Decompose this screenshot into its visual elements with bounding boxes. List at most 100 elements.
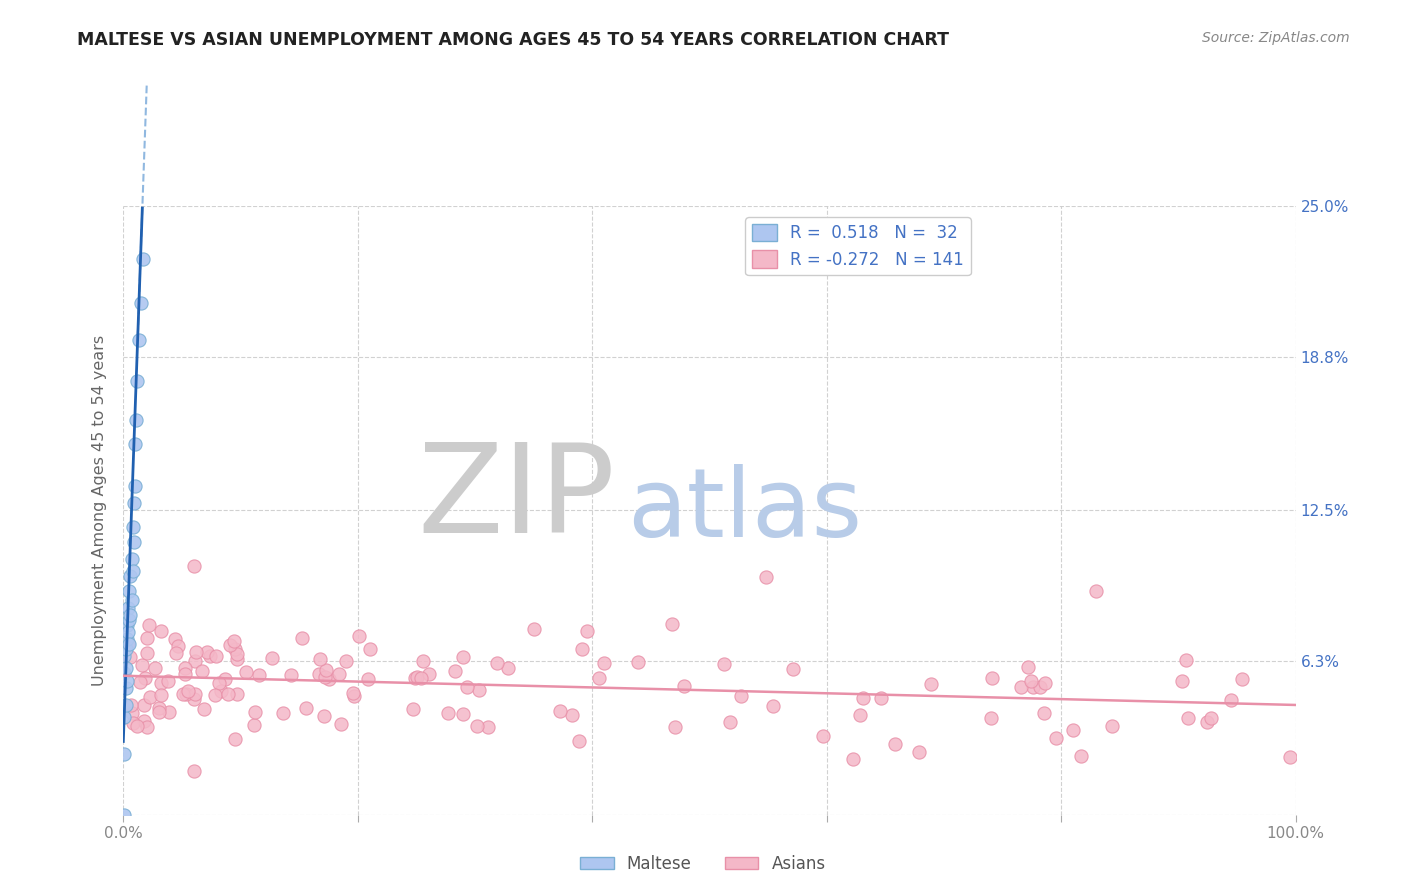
Point (1062, 723, 1084, 737)
Point (465, 719, 488, 733)
Point (117, 600, 139, 615)
Point (183, 654, 205, 668)
Point (1033, 706, 1056, 721)
Point (217, 687, 239, 701)
Point (174, 666, 197, 681)
Point (115, 673, 138, 688)
Point (842, 752, 865, 766)
Point (1278, 750, 1301, 764)
Point (120, 569, 142, 583)
Point (1017, 660, 1039, 674)
Point (1171, 673, 1194, 688)
Point (165, 632, 187, 646)
Point (1220, 693, 1243, 707)
Point (1070, 749, 1092, 764)
Point (713, 657, 735, 671)
Point (114, 747, 136, 761)
Point (561, 707, 583, 722)
Point (167, 639, 190, 653)
Legend: R =  0.518   N =  32, R = -0.272   N = 141: R = 0.518 N = 32, R = -0.272 N = 141 (745, 218, 970, 276)
Point (118, 583, 141, 598)
Point (125, 719, 148, 733)
Point (1035, 675, 1057, 690)
Point (173, 661, 195, 675)
Point (214, 673, 236, 687)
Point (114, 642, 136, 657)
Point (981, 671, 1004, 685)
Point (672, 679, 695, 693)
Point (172, 687, 194, 701)
Point (183, 764, 205, 779)
Point (1199, 711, 1222, 725)
Point (456, 681, 478, 695)
Point (907, 745, 929, 759)
Point (661, 616, 683, 631)
Text: Source: ZipAtlas.com: Source: ZipAtlas.com (1202, 31, 1350, 45)
Point (139, 690, 162, 705)
Point (129, 296, 152, 310)
Point (207, 675, 229, 690)
Point (262, 650, 284, 665)
Point (315, 663, 337, 677)
Point (219, 638, 242, 652)
Point (122, 534, 145, 549)
Point (1197, 714, 1219, 729)
Point (148, 706, 170, 720)
Point (115, 617, 138, 632)
Point (406, 670, 429, 684)
Point (122, 496, 145, 510)
Point (730, 689, 752, 703)
Text: MALTESE VS ASIAN UNEMPLOYMENT AMONG AGES 45 TO 54 YEARS CORRELATION CHART: MALTESE VS ASIAN UNEMPLOYMENT AMONG AGES… (77, 31, 949, 49)
Point (114, 698, 136, 712)
Point (523, 622, 546, 636)
Point (477, 720, 499, 734)
Point (224, 731, 246, 746)
Point (138, 618, 160, 632)
Point (156, 673, 179, 688)
Point (568, 734, 591, 748)
Text: atlas: atlas (627, 464, 862, 557)
Point (271, 706, 294, 720)
Point (198, 648, 221, 663)
Point (592, 656, 614, 670)
Point (755, 569, 778, 583)
Point (117, 624, 139, 639)
Point (314, 708, 336, 723)
Point (349, 630, 371, 644)
Point (114, 649, 136, 664)
Point (135, 632, 157, 646)
Point (115, 632, 138, 647)
Y-axis label: Unemployment Among Ages 45 to 54 years: Unemployment Among Ages 45 to 54 years (93, 334, 107, 686)
Point (120, 607, 142, 622)
Point (314, 670, 336, 684)
Point (204, 689, 226, 703)
Point (157, 706, 180, 720)
Point (114, 666, 136, 681)
Point (120, 698, 142, 713)
Point (1174, 653, 1197, 667)
Point (132, 698, 155, 713)
Point (318, 672, 340, 686)
Point (209, 683, 232, 698)
Point (127, 374, 149, 388)
Point (222, 634, 245, 648)
Point (418, 666, 440, 681)
Point (444, 664, 467, 678)
Point (342, 686, 364, 700)
Point (280, 668, 302, 682)
Point (664, 720, 686, 734)
Point (195, 645, 218, 659)
Point (193, 701, 215, 715)
Point (226, 652, 249, 666)
Point (402, 702, 425, 716)
Point (782, 662, 804, 676)
Point (437, 706, 460, 721)
Point (132, 714, 155, 729)
Point (165, 647, 187, 661)
Point (409, 671, 432, 685)
Point (149, 689, 172, 703)
Point (451, 706, 474, 721)
Text: ZIP: ZIP (418, 438, 616, 558)
Point (134, 671, 156, 685)
Point (498, 661, 520, 675)
